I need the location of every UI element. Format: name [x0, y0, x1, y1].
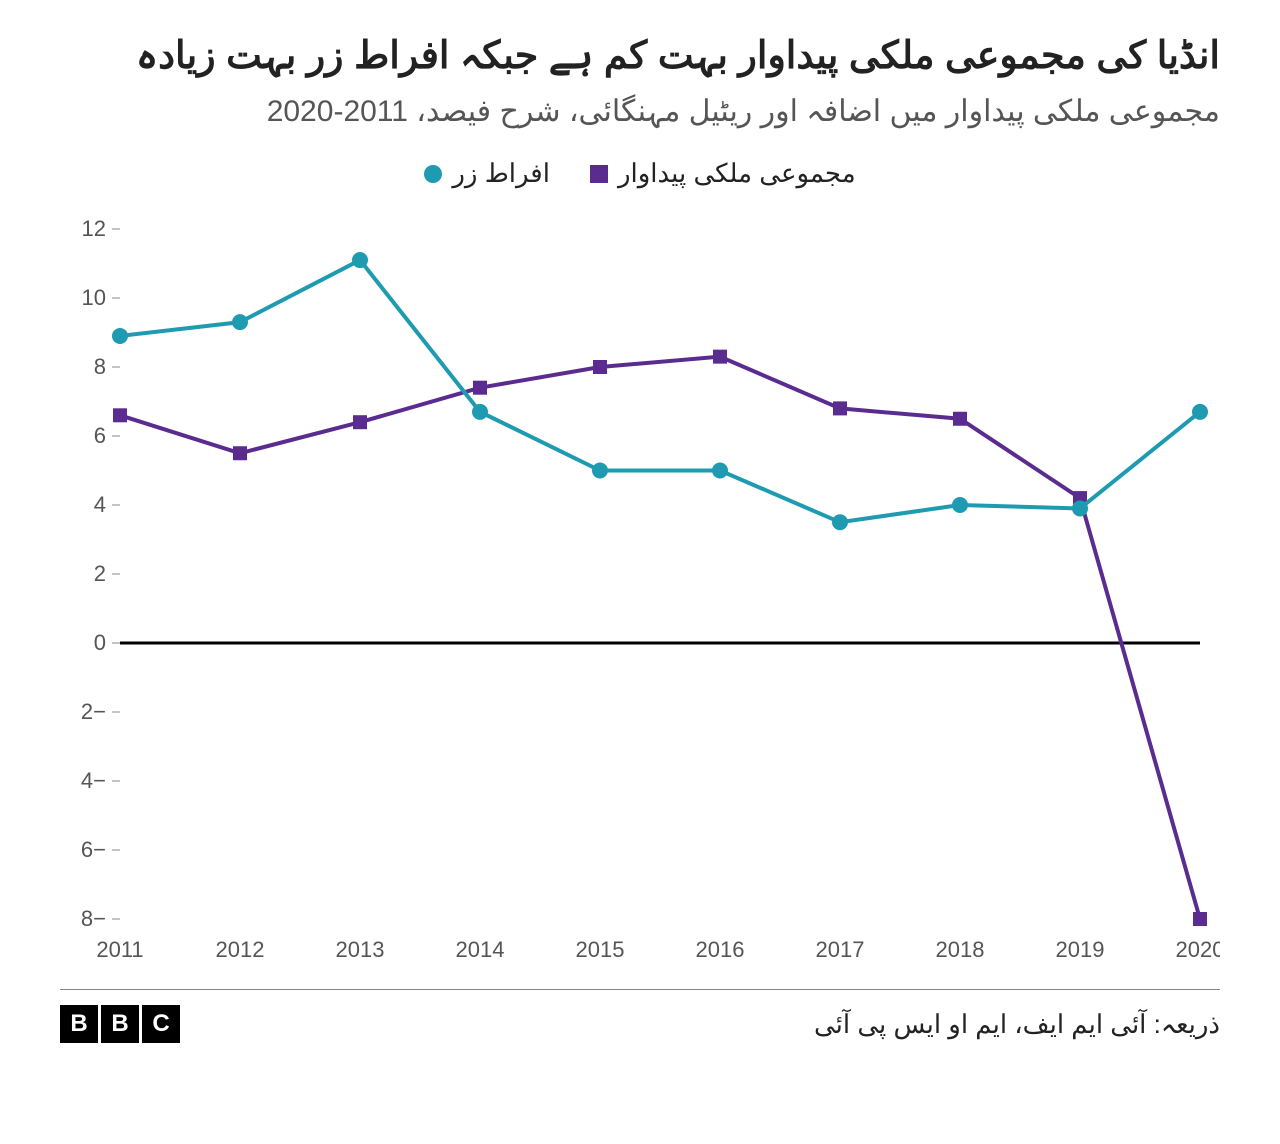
bbc-logo: B B C: [60, 1005, 180, 1043]
svg-text:2: 2: [94, 561, 106, 586]
svg-text:2018: 2018: [936, 937, 985, 962]
legend-item-inflation: افراط زر: [424, 158, 550, 189]
chart-title: انڈیا کی مجموعی ملکی پیداوار بہت کم ہے ج…: [60, 30, 1220, 83]
svg-text:2019: 2019: [1056, 937, 1105, 962]
svg-text:4−: 4−: [81, 768, 106, 793]
svg-text:6: 6: [94, 423, 106, 448]
svg-text:10: 10: [82, 285, 106, 310]
svg-text:2015: 2015: [576, 937, 625, 962]
logo-letter: C: [142, 1005, 180, 1043]
svg-text:2−: 2−: [81, 699, 106, 724]
legend-item-gdp: مجموعی ملکی پیداوار: [590, 158, 856, 189]
chart-footer: B B C ذریعہ: آئی ایم ایف، ایم او ایس پی …: [60, 989, 1220, 1043]
svg-text:4: 4: [94, 492, 106, 517]
svg-text:2012: 2012: [216, 937, 265, 962]
square-marker-icon: [590, 165, 608, 183]
legend-label-inflation: افراط زر: [452, 158, 550, 189]
svg-text:2011: 2011: [96, 937, 143, 962]
svg-text:2016: 2016: [696, 937, 745, 962]
chart-subtitle: مجموعی ملکی پیداوار میں اضافہ اور ریٹیل …: [60, 91, 1220, 133]
circle-marker-icon: [424, 165, 442, 183]
source-text: ذریعہ: آئی ایم ایف، ایم او ایس پی آئی: [814, 1009, 1220, 1040]
legend-label-gdp: مجموعی ملکی پیداوار: [618, 158, 856, 189]
logo-letter: B: [60, 1005, 98, 1043]
svg-text:2017: 2017: [816, 937, 865, 962]
svg-text:12: 12: [82, 216, 106, 241]
svg-text:2013: 2013: [336, 937, 385, 962]
svg-text:8: 8: [94, 354, 106, 379]
logo-letter: B: [101, 1005, 139, 1043]
line-chart-svg: 8− 6− 4− 2− 0 2 4 6 8 10 12 2011 2012 2013 2014 2015 201…: [60, 209, 1220, 969]
svg-text:2014: 2014: [456, 937, 505, 962]
chart-plot-area: 8− 6− 4− 2− 0 2 4 6 8 10 12 2011 2012 2013 2014 2015 201…: [60, 209, 1220, 969]
svg-text:2020: 2020: [1176, 937, 1220, 962]
svg-text:8−: 8−: [81, 906, 106, 931]
chart-legend: افراط زر مجموعی ملکی پیداوار: [60, 158, 1220, 189]
svg-text:0: 0: [94, 630, 106, 655]
svg-text:6−: 6−: [81, 837, 106, 862]
